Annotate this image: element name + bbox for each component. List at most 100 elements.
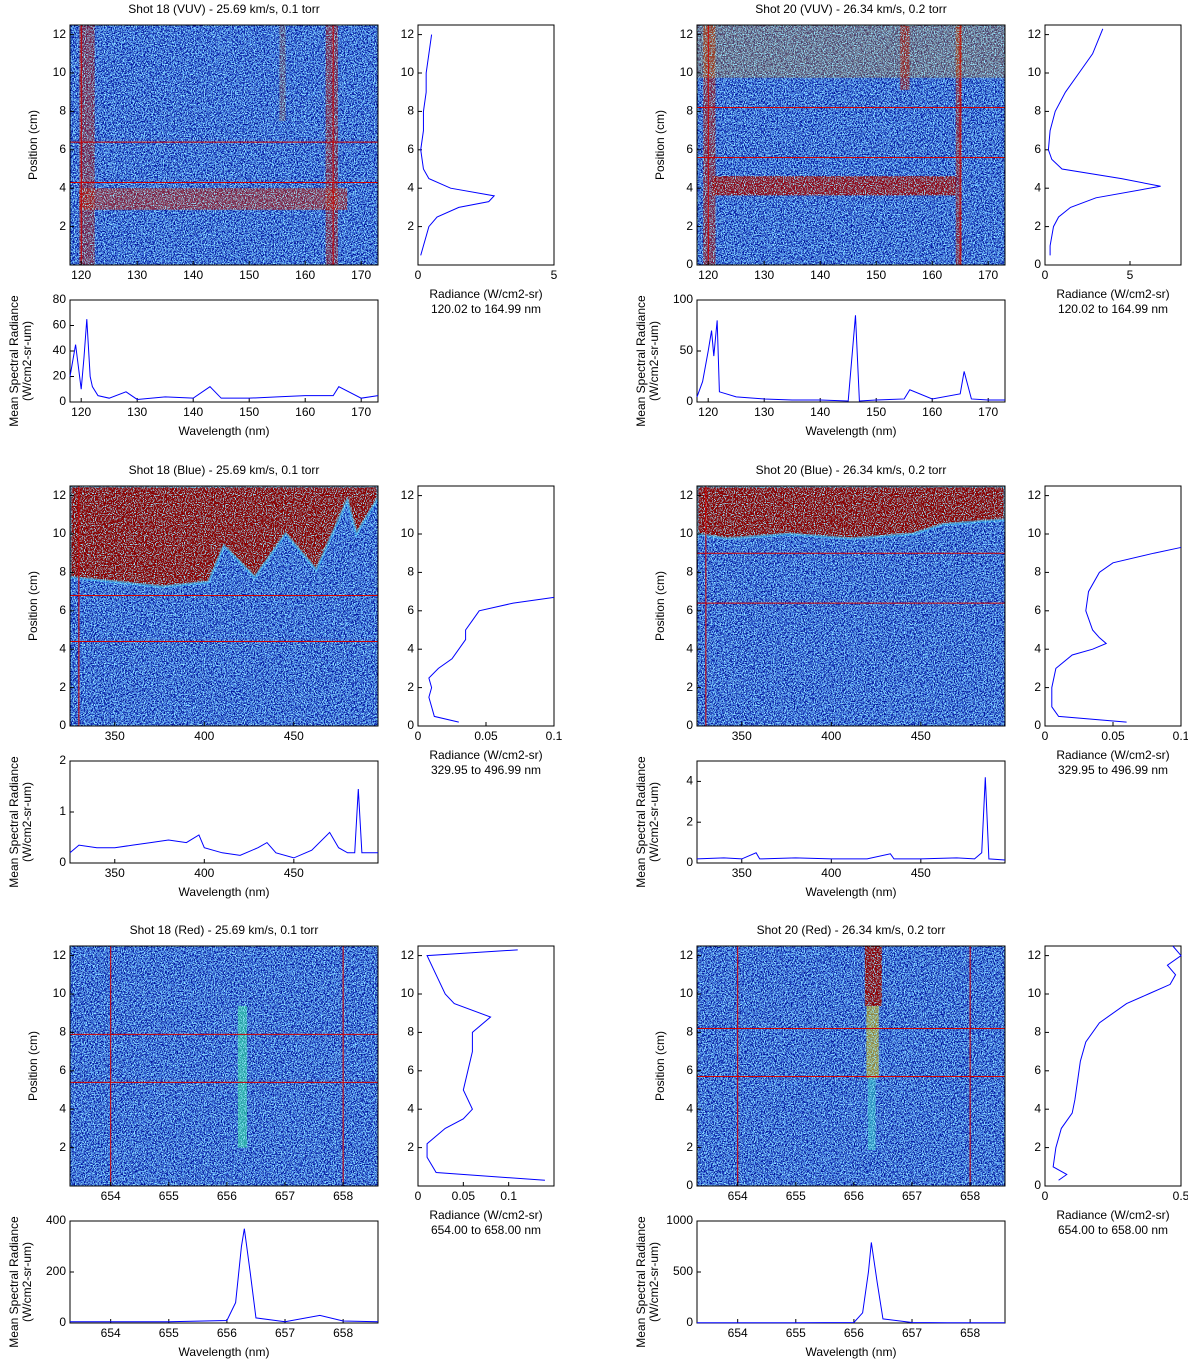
y-tick-label: 0 xyxy=(59,855,66,869)
x-tick-label: 654 xyxy=(728,1189,748,1203)
axes-frame xyxy=(696,1220,1006,1324)
y-tick-label: 12 xyxy=(53,948,67,962)
y-tick-label: 4 xyxy=(686,1101,693,1115)
x-tick-label: 350 xyxy=(732,866,752,880)
y-tick-label: 10 xyxy=(680,526,694,540)
x-axis-label: Wavelength (nm) xyxy=(806,1345,897,1359)
y-tick-label: 4 xyxy=(59,641,66,655)
axes-frame xyxy=(696,485,1006,727)
range-note: 654.00 to 658.00 nm xyxy=(431,1223,541,1237)
x-tick-label: 0 xyxy=(415,729,422,743)
y-tick-label: 8 xyxy=(407,104,414,118)
y-axis-label: Mean Spectral Radiance xyxy=(7,756,21,888)
y-tick-label: 6 xyxy=(1034,142,1041,156)
x-tick-label: 350 xyxy=(105,866,125,880)
y-tick-label: 0 xyxy=(686,718,693,732)
y-tick-label: 6 xyxy=(407,142,414,156)
y-tick-label: 12 xyxy=(680,27,694,41)
axes-frame xyxy=(69,299,379,403)
x-tick-label: 350 xyxy=(732,729,752,743)
y-tick-label: 10 xyxy=(680,986,694,1000)
y-tick-label: 2 xyxy=(686,1140,693,1154)
y-tick-label: 2 xyxy=(59,219,66,233)
y-axis-label: Mean Spectral Radiance xyxy=(634,1216,648,1348)
axes-frame xyxy=(69,485,379,727)
x-tick-label: 130 xyxy=(127,405,147,419)
x-tick-label: 655 xyxy=(786,1189,806,1203)
y-tick-label: 8 xyxy=(59,1025,66,1039)
y-tick-label: 12 xyxy=(1028,27,1042,41)
y-tick-label: 20 xyxy=(53,369,67,383)
chart-title: Shot 20 (Blue) - 26.34 km/s, 0.2 torr xyxy=(756,463,947,477)
x-tick-label: 450 xyxy=(284,729,304,743)
x-axis-label: Wavelength (nm) xyxy=(806,424,897,438)
radiance-profile xyxy=(428,596,555,723)
x-tick-label: 656 xyxy=(844,1326,864,1340)
x-tick-label: 400 xyxy=(194,729,214,743)
x-tick-label: 400 xyxy=(821,866,841,880)
y-axis-label: Position (cm) xyxy=(653,571,667,641)
chart-title: Shot 18 (VUV) - 25.69 km/s, 0.1 torr xyxy=(128,2,319,16)
y-tick-label: 12 xyxy=(680,948,694,962)
axes-frame xyxy=(696,299,1006,403)
x-tick-label: 656 xyxy=(217,1189,237,1203)
heatmap-image xyxy=(70,946,378,1186)
range-note: 120.02 to 164.99 nm xyxy=(1058,302,1168,316)
x-tick-label: 658 xyxy=(960,1189,980,1203)
axes-frame xyxy=(696,945,1006,1187)
x-tick-label: 150 xyxy=(866,405,886,419)
heatmap-image xyxy=(697,946,1005,1186)
x-tick-label: 140 xyxy=(810,268,830,282)
y-axis-label: (W/cm2-sr-um) xyxy=(647,782,661,862)
radiance-profile xyxy=(1047,28,1161,256)
y-tick-label: 4 xyxy=(686,641,693,655)
x-tick-label: 120 xyxy=(698,405,718,419)
y-tick-label: 10 xyxy=(1028,65,1042,79)
y-tick-label: 10 xyxy=(53,526,67,540)
heatmap-speckle xyxy=(70,946,378,1186)
x-tick-label: 657 xyxy=(275,1326,295,1340)
y-tick-label: 2 xyxy=(686,814,693,828)
spectrum-line xyxy=(70,1228,379,1323)
y-tick-label: 0 xyxy=(1034,1178,1041,1192)
y-tick-label: 10 xyxy=(1028,526,1042,540)
y-tick-label: 500 xyxy=(673,1264,693,1278)
chart-title: Shot 20 (VUV) - 26.34 km/s, 0.2 torr xyxy=(755,2,946,16)
x-axis-label: Radiance (W/cm2-sr) xyxy=(429,748,542,762)
axes-frame xyxy=(417,945,555,1187)
spectrum-line xyxy=(696,777,1006,861)
y-tick-label: 2 xyxy=(686,219,693,233)
y-tick-label: 4 xyxy=(686,180,693,194)
x-tick-label: 160 xyxy=(922,405,942,419)
y-axis-label: (W/cm2-sr-um) xyxy=(20,1242,34,1322)
y-axis-label: Mean Spectral Radiance xyxy=(634,295,648,427)
y-tick-label: 0 xyxy=(686,257,693,271)
y-tick-label: 6 xyxy=(686,142,693,156)
heatmap-speckle xyxy=(697,946,1005,1186)
range-note: 329.95 to 496.99 nm xyxy=(1058,763,1168,777)
x-tick-label: 0 xyxy=(1042,729,1049,743)
y-tick-label: 8 xyxy=(407,1025,414,1039)
y-axis-label: Mean Spectral Radiance xyxy=(7,295,21,427)
x-axis-label: Wavelength (nm) xyxy=(179,424,270,438)
y-tick-label: 80 xyxy=(53,292,67,306)
y-tick-label: 0 xyxy=(1034,257,1041,271)
x-tick-label: 170 xyxy=(351,268,371,282)
y-axis-label: (W/cm2-sr-um) xyxy=(647,321,661,401)
radiance-profile xyxy=(420,34,496,256)
y-tick-label: 4 xyxy=(1034,641,1041,655)
x-tick-label: 160 xyxy=(295,405,315,419)
y-tick-label: 0 xyxy=(407,718,414,732)
y-tick-label: 12 xyxy=(1028,948,1042,962)
x-tick-label: 400 xyxy=(194,866,214,880)
chart-title: Shot 18 (Red) - 25.69 km/s, 0.1 torr xyxy=(130,923,319,937)
y-axis-label: Mean Spectral Radiance xyxy=(7,1216,21,1348)
axes-frame xyxy=(69,1220,379,1324)
heatmap-speckle xyxy=(697,486,1005,726)
spectrum-line xyxy=(697,1242,1006,1324)
y-tick-label: 0 xyxy=(686,394,693,408)
y-tick-label: 2 xyxy=(59,680,66,694)
y-tick-label: 6 xyxy=(59,603,66,617)
y-tick-label: 12 xyxy=(53,488,67,502)
y-tick-label: 4 xyxy=(1034,1101,1041,1115)
